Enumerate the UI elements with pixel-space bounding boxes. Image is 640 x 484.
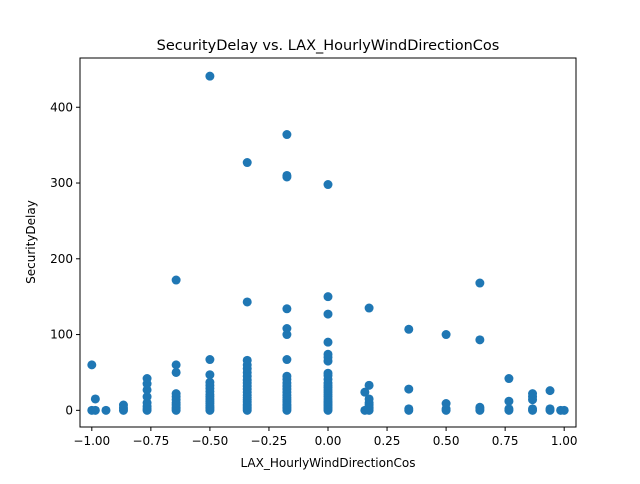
data-point [205,71,215,81]
chart-title: SecurityDelay vs. LAX_HourlyWindDirectio… [157,38,500,54]
x-tick-label: 0.00 [315,434,342,448]
data-point [404,404,414,414]
data-point [282,170,292,180]
data-point [242,297,252,307]
y-tick-label: 100 [50,328,73,342]
x-axis-label: LAX_HourlyWindDirectionCos [240,456,415,470]
data-point [323,309,333,319]
data-point [364,394,374,404]
data-point [404,384,414,394]
data-point [545,404,555,414]
data-point [528,389,538,399]
y-tick-label: 200 [50,252,73,266]
data-point [504,404,514,414]
data-point [528,404,538,414]
data-point [364,303,374,313]
data-point [142,392,152,402]
x-tick-label: −0.25 [251,434,288,448]
data-point [118,400,128,410]
x-tick-label: 0.25 [374,434,401,448]
data-point [475,402,485,412]
data-point [475,335,485,345]
y-tick-label: 0 [65,403,73,417]
data-point [323,368,333,378]
data-point [504,374,514,384]
data-point [90,405,100,415]
data-point [205,377,215,387]
data-point [205,370,215,380]
data-point [90,394,100,404]
data-point [364,380,374,390]
data-point [323,292,333,302]
data-point [282,304,292,314]
data-point [171,275,181,285]
x-tick-label: 0.75 [492,434,519,448]
data-point [323,349,333,359]
data-point [101,405,111,415]
x-axis-ticks: −1.00 −0.75 −0.50 −0.25 0.00 0.25 0.50 0.75 1.00 [73,427,578,448]
x-tick-label: 1.00 [551,434,578,448]
data-point [504,396,514,406]
data-point [360,387,370,397]
data-point [171,360,181,370]
data-point [475,278,485,288]
data-point [441,330,451,340]
x-tick-label: −0.75 [132,434,169,448]
data-point [205,355,215,365]
x-tick-label: 0.50 [433,434,460,448]
data-point [559,405,569,415]
data-point [282,130,292,140]
data-point [441,399,451,409]
data-point [545,386,555,396]
y-axis-ticks: 0 100 200 300 400 [50,100,80,417]
data-point [282,324,292,333]
data-point [323,180,333,190]
data-point [323,337,333,347]
data-point [242,355,252,365]
data-point [404,324,414,334]
y-axis-label: SecurityDelay [24,200,38,284]
data-point [282,371,292,381]
x-tick-label: −0.50 [192,434,229,448]
y-tick-label: 300 [50,176,73,190]
x-tick-label: −1.00 [73,434,110,448]
data-point [171,389,181,399]
y-tick-label: 400 [50,100,73,114]
data-point [142,374,152,384]
data-point [87,360,97,370]
data-point [242,158,252,168]
data-point [282,355,292,365]
points-layer [87,71,569,415]
data-point [171,367,181,377]
